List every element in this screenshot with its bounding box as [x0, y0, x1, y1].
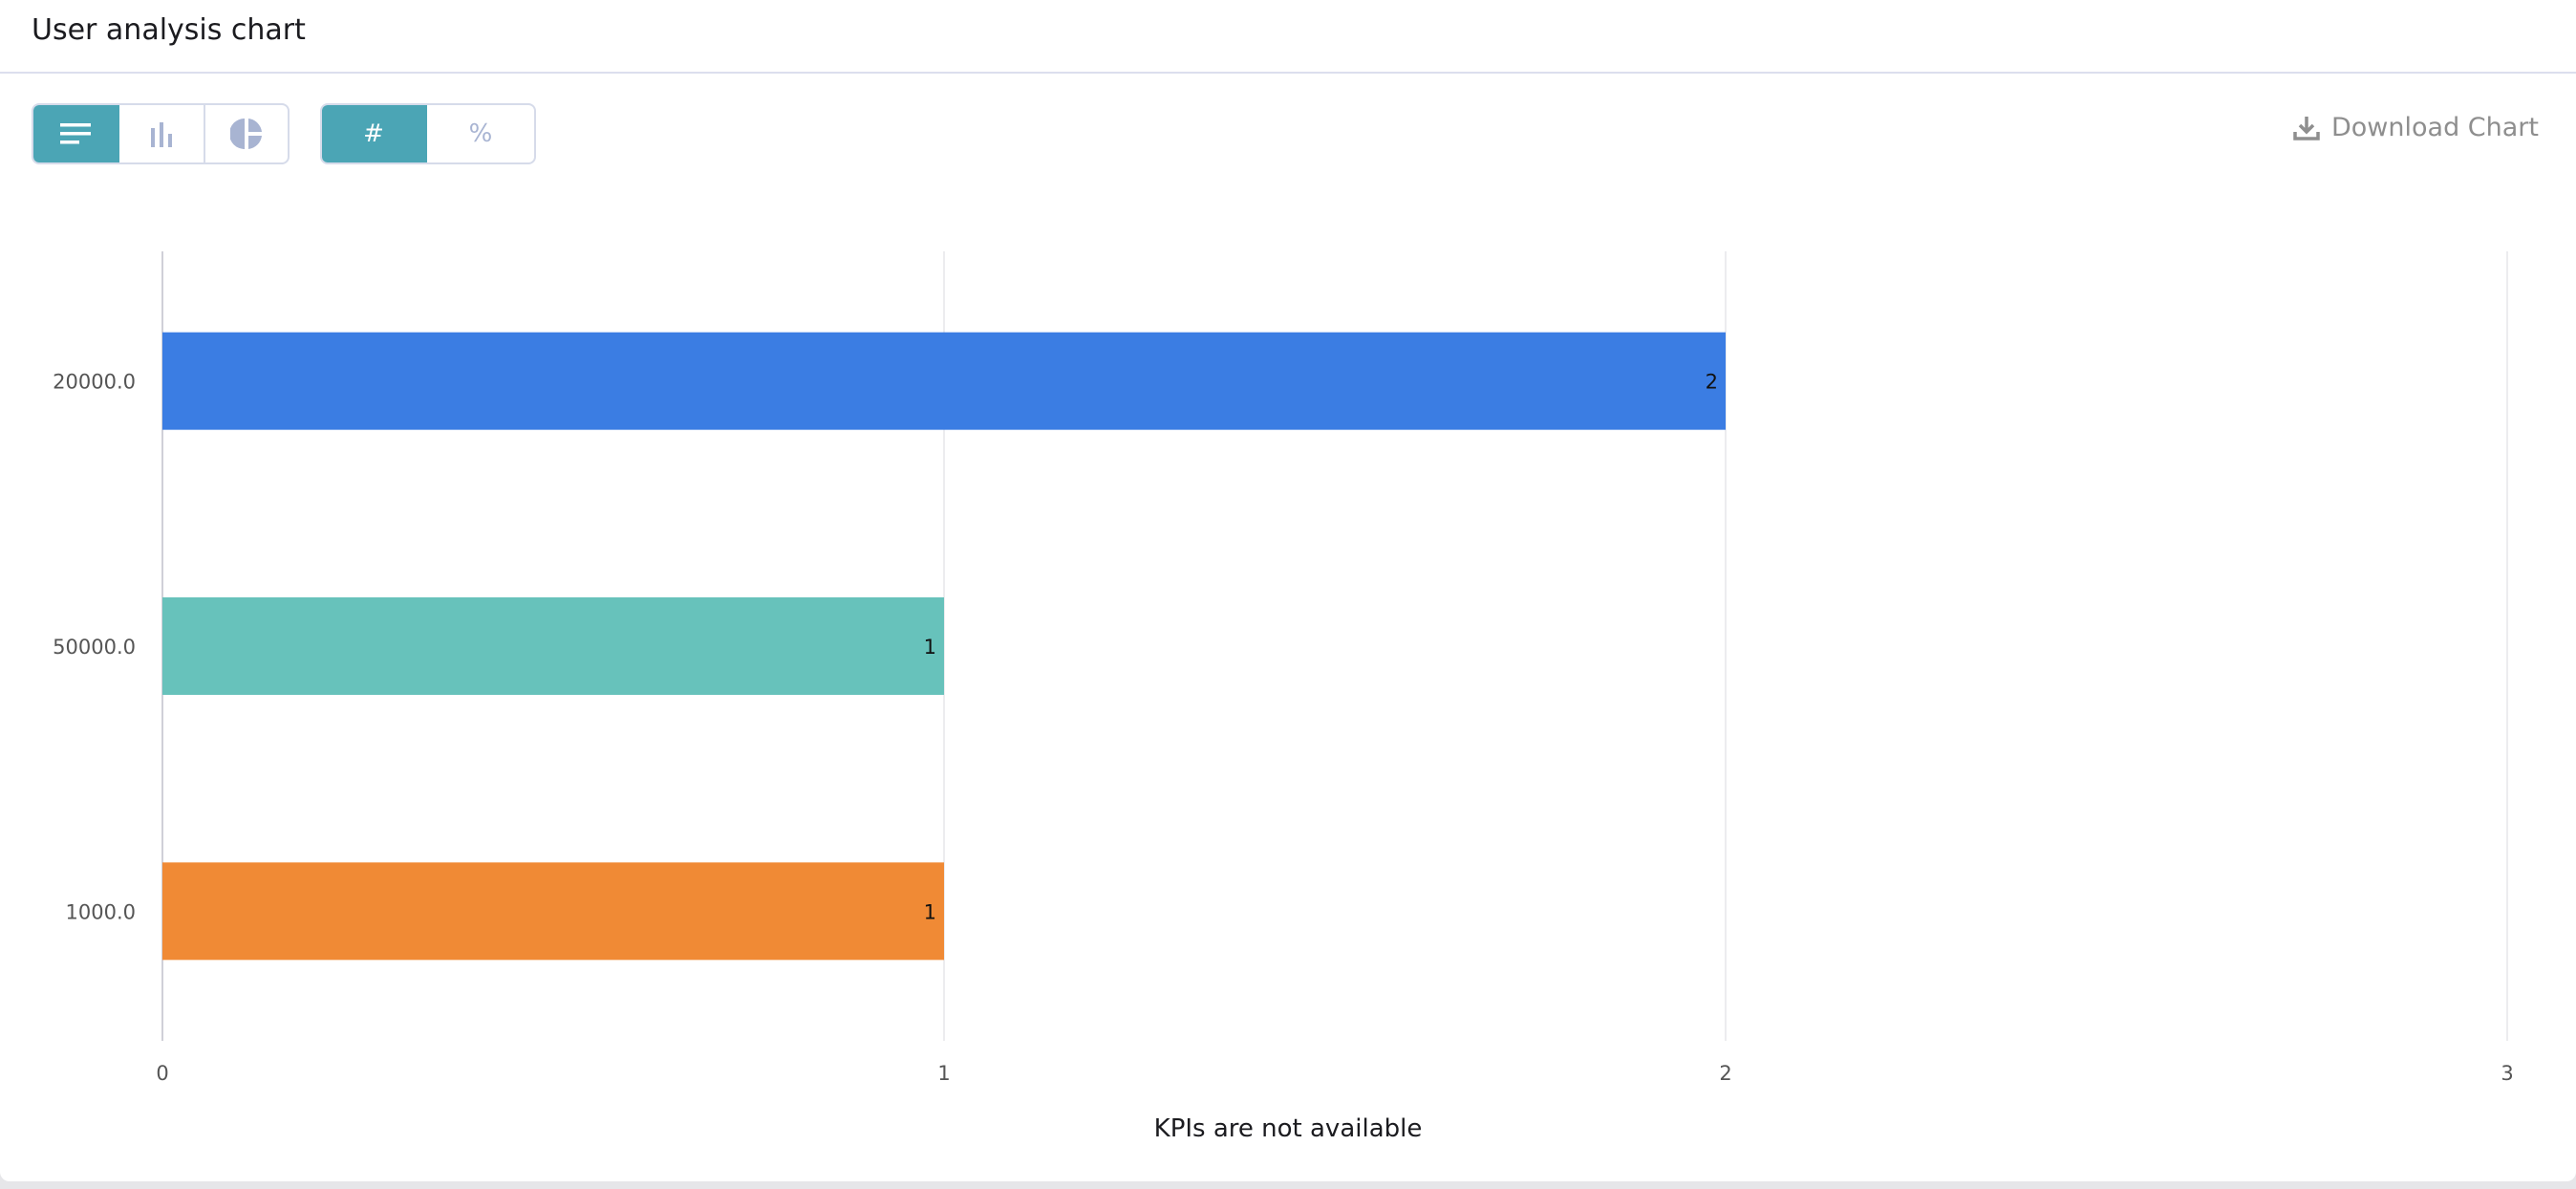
- vertical-bar-button[interactable]: [119, 105, 205, 162]
- value-mode-toggle: # %: [320, 103, 536, 164]
- horizontal-bar-icon: [60, 123, 91, 144]
- data-label: 1: [924, 636, 936, 659]
- chart-type-toggle: [32, 103, 290, 164]
- data-label: 1: [924, 900, 936, 923]
- y-tick-label: 20000.0: [53, 371, 136, 394]
- bar: [162, 862, 944, 961]
- x-tick-label: 2: [1719, 1062, 1731, 1085]
- percent-mode-button[interactable]: %: [468, 119, 493, 148]
- x-tick-label: 3: [2501, 1062, 2513, 1085]
- header-divider: [0, 72, 2576, 74]
- vertical-bar-icon: [151, 122, 172, 147]
- bar: [162, 332, 1726, 430]
- page-title: User analysis chart: [32, 13, 306, 47]
- pie-icon: [230, 119, 262, 149]
- x-tick-label: 1: [937, 1062, 950, 1085]
- download-chart-button[interactable]: Download Chart: [2293, 113, 2539, 142]
- count-mode-button[interactable]: #: [322, 105, 427, 162]
- download-icon: [2293, 116, 2320, 141]
- x-tick-label: 0: [156, 1062, 168, 1085]
- bar-chart: 0 1 2 3 2 20000.0 1 50000.0 1 1000.0: [53, 251, 2514, 1085]
- pie-chart-button[interactable]: [205, 105, 288, 162]
- kpi-message: KPIs are not available: [1153, 1114, 1423, 1143]
- bar: [162, 597, 944, 695]
- download-label: Download Chart: [2331, 113, 2539, 142]
- horizontal-bar-button[interactable]: [33, 105, 119, 162]
- y-tick-label: 50000.0: [53, 636, 136, 659]
- y-tick-label: 1000.0: [66, 900, 136, 923]
- data-label: 2: [1706, 371, 1718, 394]
